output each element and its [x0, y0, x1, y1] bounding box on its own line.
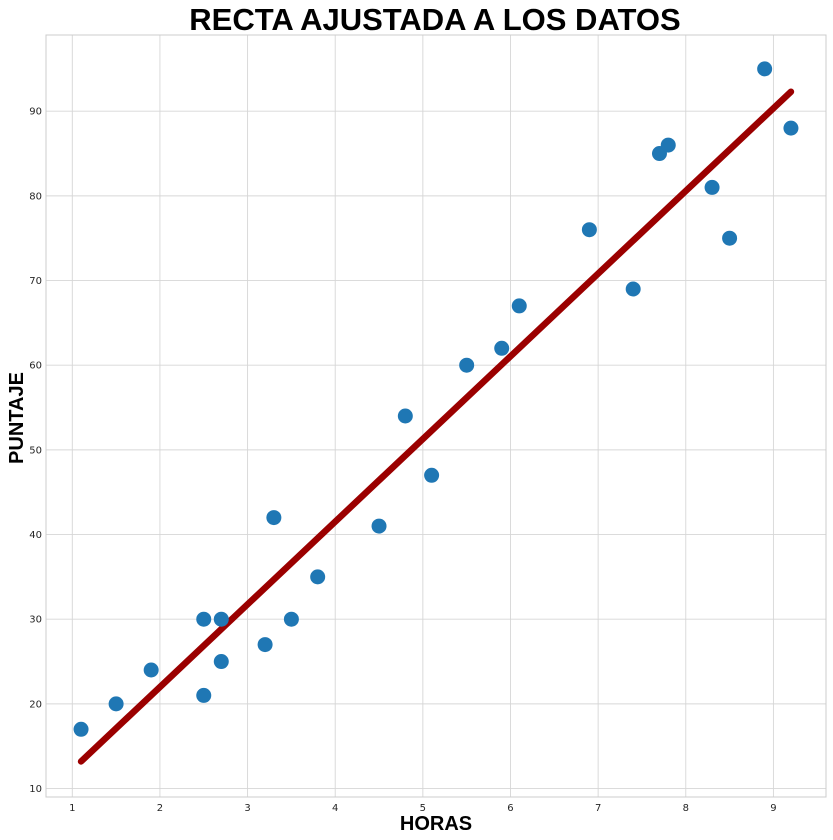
y-tick-label: 10 [29, 784, 42, 795]
data-point [143, 662, 159, 678]
data-point [783, 120, 799, 136]
x-gridlines [71, 35, 774, 797]
y-axis-label: PUNTAJE [6, 372, 28, 464]
x-axis-label: HORAS [400, 813, 472, 835]
data-point [213, 611, 229, 627]
x-tick-label: 4 [332, 803, 338, 814]
y-tick-label: 30 [29, 615, 42, 626]
y-tick-label: 60 [29, 361, 42, 372]
chart-title: RECTA AJUSTADA A LOS DATOS [189, 2, 680, 37]
x-tick-label: 1 [69, 803, 75, 814]
data-point [424, 467, 440, 483]
y-tick-label: 80 [29, 191, 42, 202]
y-tick-label: 50 [29, 445, 42, 456]
x-tick-label: 6 [507, 803, 513, 814]
data-point [73, 721, 89, 737]
x-tick-label: 7 [595, 803, 601, 814]
fitted-regression-line [77, 88, 795, 765]
data-point [722, 230, 738, 246]
y-tick-label: 70 [29, 276, 42, 287]
y-tick-label: 90 [29, 107, 42, 118]
data-point [625, 281, 641, 297]
plot-frame [45, 34, 827, 798]
data-point [704, 179, 720, 195]
x-tick-labels: 1 2 3 4 5 6 7 8 9 [69, 803, 776, 814]
y-gridlines [46, 110, 826, 789]
data-point [511, 298, 527, 314]
x-tick-label: 9 [770, 803, 776, 814]
data-point [459, 357, 475, 373]
data-point [257, 637, 273, 653]
data-point [371, 518, 387, 534]
x-tick-label: 2 [157, 803, 163, 814]
data-point [196, 611, 212, 627]
data-point [310, 569, 326, 585]
y-tick-label: 20 [29, 699, 42, 710]
data-point [660, 137, 676, 153]
x-tick-label: 3 [244, 803, 250, 814]
data-point [494, 340, 510, 356]
data-point [283, 611, 299, 627]
data-point [196, 687, 212, 703]
data-point [213, 654, 229, 670]
data-point [266, 510, 282, 526]
data-point [108, 696, 124, 712]
x-tick-label: 8 [683, 803, 689, 814]
fitted-line-layer [77, 88, 795, 765]
y-tick-labels: 10 20 30 40 50 60 70 80 90 [29, 107, 42, 795]
data-point [757, 61, 773, 77]
data-point [581, 222, 597, 238]
x-tick-label: 5 [420, 803, 426, 814]
data-point [397, 408, 413, 424]
y-tick-label: 40 [29, 530, 42, 541]
data-points-layer [73, 61, 799, 737]
